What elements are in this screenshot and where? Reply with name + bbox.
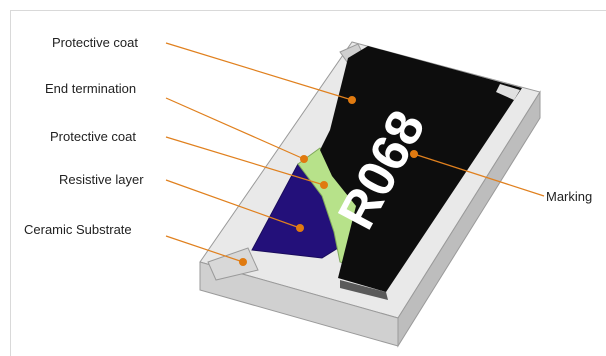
leader-dot-end-termination (300, 155, 308, 163)
substrate-right-face (397, 90, 541, 348)
end-termination-bottom (207, 247, 259, 281)
leader-line-ceramic-substrate (165, 235, 244, 263)
top-metal-strip (496, 84, 520, 100)
leader-line-end-termination (165, 97, 305, 160)
frame-border-left (10, 10, 11, 356)
label-ceramic-substrate: Ceramic Substrate (24, 222, 132, 237)
protective-coat-rim (340, 280, 388, 300)
leader-dot-protective-coat-top (348, 96, 356, 104)
leader-dot-marking (410, 150, 418, 158)
leader-line-protective-coat-top (165, 42, 353, 101)
leader-dot-ceramic-substrate (239, 258, 247, 266)
label-end-termination: End termination (45, 81, 137, 96)
leader-line-marking (413, 153, 545, 197)
leader-dot-protective-coat-mid (320, 181, 328, 189)
label-protective-coat-mid: Protective coat (50, 129, 136, 144)
protective-coat-shape (320, 46, 522, 292)
label-marking: Marking (546, 189, 593, 204)
leader-dot-resistive-layer (296, 224, 304, 232)
frame-border-top (10, 10, 606, 11)
label-protective-coat-top: Protective coat (52, 35, 138, 50)
leader-line-protective-coat-mid (165, 136, 325, 186)
leader-line-resistive-layer (165, 179, 301, 229)
label-resistive-layer: Resistive layer (59, 172, 144, 187)
